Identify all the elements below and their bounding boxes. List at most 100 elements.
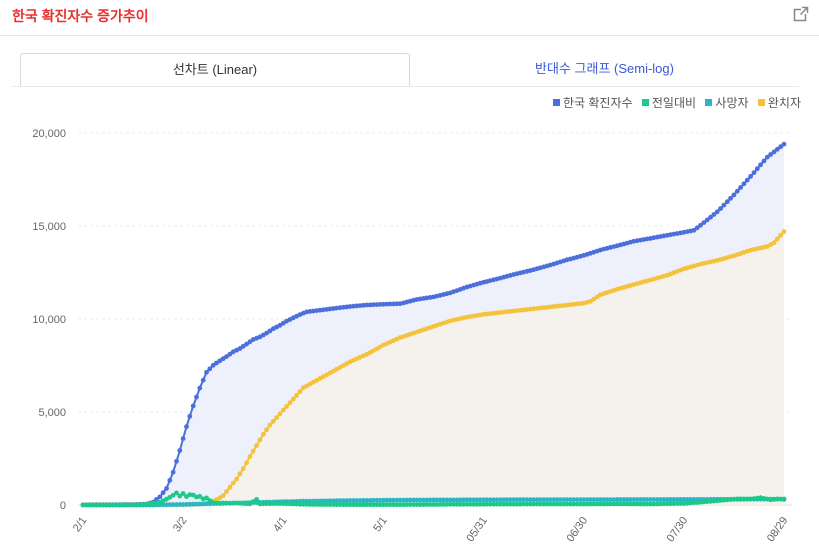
data-point xyxy=(334,498,340,504)
legend-item-daily-change[interactable]: 전일대비 xyxy=(641,94,696,111)
data-point xyxy=(160,490,166,496)
data-point xyxy=(671,497,677,502)
external-link-icon[interactable] xyxy=(793,6,809,22)
data-point xyxy=(471,501,476,507)
legend-item-confirmed[interactable]: 한국 확진자수 xyxy=(552,94,633,111)
data-point xyxy=(517,497,523,503)
legend-item-deaths[interactable]: 사망자 xyxy=(705,94,749,111)
data-point xyxy=(414,497,420,503)
data-point xyxy=(547,497,553,503)
data-point xyxy=(180,436,186,441)
data-point xyxy=(454,501,460,507)
tab-linear[interactable]: 선차트 (Linear) xyxy=(20,53,410,87)
data-point xyxy=(87,502,93,508)
data-point xyxy=(167,502,173,508)
data-point xyxy=(187,413,193,419)
data-point xyxy=(574,501,580,507)
data-point xyxy=(397,502,403,508)
data-point xyxy=(180,491,186,496)
data-point xyxy=(224,354,229,359)
data-point xyxy=(234,476,240,482)
data-point xyxy=(124,502,129,508)
data-point xyxy=(361,498,366,503)
data-point xyxy=(110,502,116,508)
data-point xyxy=(341,502,346,508)
data-point xyxy=(467,501,473,507)
data-point xyxy=(614,501,620,507)
data-point xyxy=(654,497,660,502)
data-point xyxy=(240,343,246,349)
legend-item-recovered[interactable]: 완치자 xyxy=(757,94,801,111)
data-point xyxy=(451,501,456,507)
data-point xyxy=(257,501,263,507)
data-point xyxy=(771,149,777,155)
data-point xyxy=(407,497,413,503)
data-point xyxy=(524,501,530,507)
data-point xyxy=(364,502,370,508)
data-point xyxy=(277,501,283,506)
data-point xyxy=(467,497,473,503)
data-point xyxy=(561,501,567,507)
data-point xyxy=(708,214,713,220)
data-point xyxy=(507,497,513,503)
data-point xyxy=(671,501,677,507)
data-point xyxy=(681,497,687,502)
data-point xyxy=(444,497,450,503)
data-point xyxy=(334,502,340,507)
data-point xyxy=(631,501,637,507)
data-point xyxy=(381,502,386,508)
data-point xyxy=(464,497,470,503)
data-point xyxy=(651,501,657,507)
data-point xyxy=(464,501,470,507)
data-point xyxy=(668,501,673,507)
data-point xyxy=(561,497,567,502)
data-point xyxy=(274,415,279,420)
data-point xyxy=(371,502,376,508)
data-point xyxy=(391,502,396,508)
data-point xyxy=(521,497,526,503)
data-point xyxy=(474,501,480,507)
data-point xyxy=(364,498,370,503)
data-point xyxy=(674,501,680,506)
data-point xyxy=(277,411,283,417)
data-point xyxy=(421,497,426,503)
data-point xyxy=(237,471,243,477)
data-point xyxy=(394,502,400,508)
data-point xyxy=(250,499,256,505)
data-point xyxy=(537,501,543,507)
data-point xyxy=(337,502,343,507)
y-tick-label: 10,000 xyxy=(32,314,66,326)
data-point xyxy=(601,501,607,507)
data-point xyxy=(224,489,229,494)
data-point xyxy=(230,500,236,506)
data-point xyxy=(437,502,443,507)
data-point xyxy=(391,497,396,503)
data-point xyxy=(257,437,263,443)
data-point xyxy=(187,501,193,507)
data-point xyxy=(377,497,383,503)
data-point xyxy=(120,502,126,508)
legend-swatch-deaths xyxy=(705,99,713,106)
data-point xyxy=(591,296,597,302)
data-point xyxy=(127,502,133,508)
x-tick-label: 2/1 xyxy=(71,515,90,534)
data-point xyxy=(137,502,143,508)
data-point xyxy=(564,497,570,502)
data-point xyxy=(734,188,740,194)
data-point xyxy=(174,490,179,496)
data-point xyxy=(638,497,643,502)
data-point xyxy=(250,448,256,454)
data-point xyxy=(728,195,733,201)
data-point xyxy=(501,501,506,507)
data-point xyxy=(571,501,577,507)
data-point xyxy=(310,498,316,504)
data-point xyxy=(381,497,386,503)
data-point xyxy=(557,501,563,507)
data-point xyxy=(411,497,416,503)
data-point xyxy=(771,240,777,246)
data-point xyxy=(240,501,246,506)
data-point xyxy=(568,497,573,502)
data-point xyxy=(494,497,500,503)
data-point xyxy=(511,501,516,507)
data-point xyxy=(160,502,166,508)
